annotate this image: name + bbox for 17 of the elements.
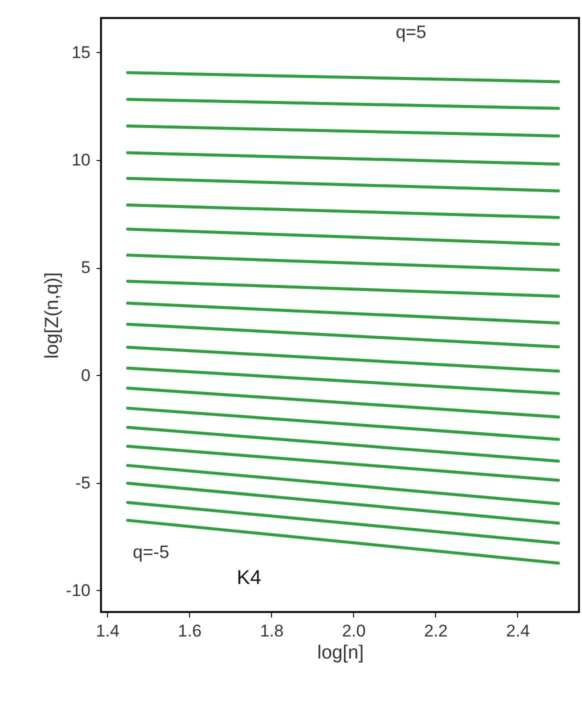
y-tick-label: 10 (72, 150, 90, 170)
y-tick-label: 0 (81, 366, 90, 385)
y-tick-label: -5 (75, 473, 90, 492)
x-tick-label: 1.8 (260, 622, 284, 640)
x-axis-title: log[n] (317, 642, 364, 664)
x-tick-label: 1.6 (178, 622, 202, 640)
x-tick-label: 2.2 (424, 622, 448, 640)
y-tick-label: -10 (66, 580, 90, 600)
y-tick-label: 15 (72, 42, 90, 62)
x-tick-label: 1.4 (96, 622, 120, 640)
annotation: q=5 (396, 22, 426, 42)
y-axis-title: log[Z(n,q)] (42, 272, 63, 359)
annotation: q=-5 (132, 542, 170, 562)
annotation: K4 (236, 567, 262, 589)
y-tick-label: 5 (81, 258, 90, 278)
x-tick-label: 2.0 (342, 622, 366, 640)
x-tick-label: 2.4 (506, 622, 530, 640)
